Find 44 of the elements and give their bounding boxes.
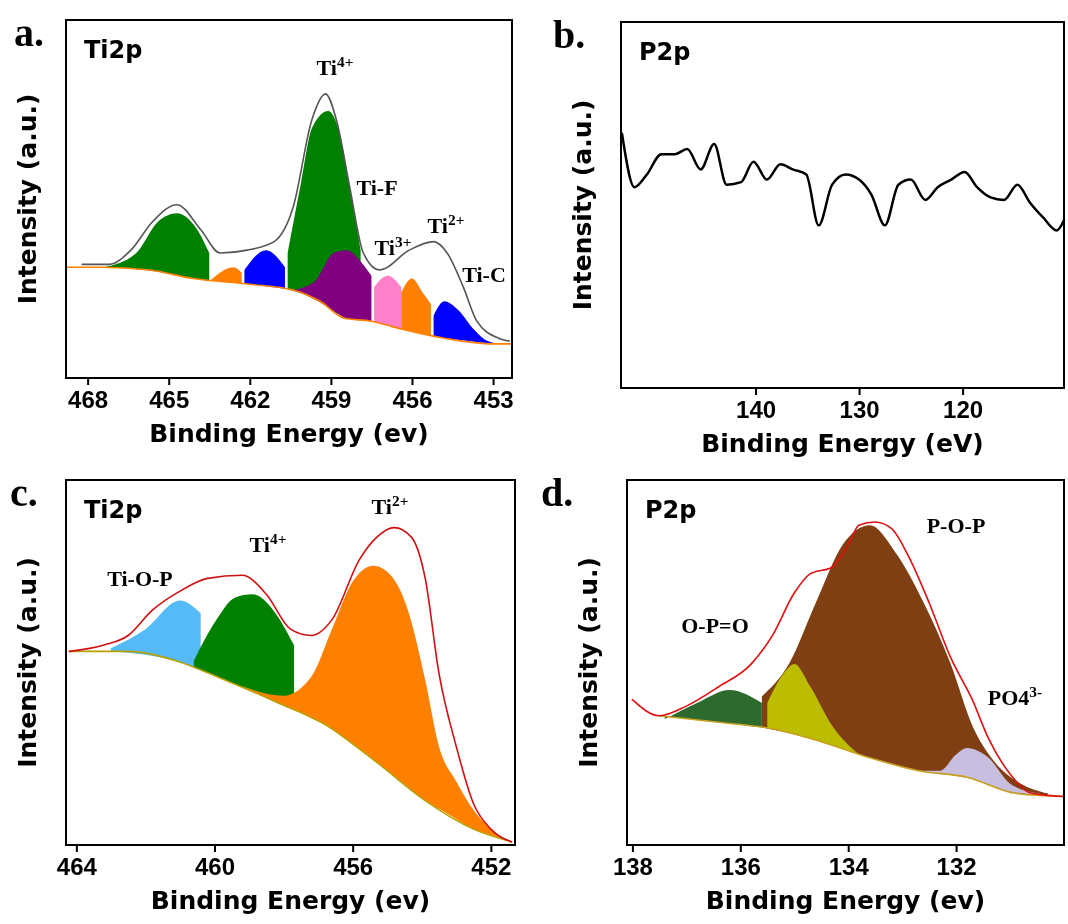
x-tick-label: 464: [56, 853, 98, 881]
annotation: Ti$^{4+}$: [249, 529, 287, 557]
x-tick-label: 460: [194, 853, 236, 881]
annotation: Ti$^{2+}$: [427, 210, 465, 238]
chart-subtitle: Ti2p: [84, 496, 143, 524]
chart-subtitle: Ti2p: [84, 36, 143, 64]
x-axis-title: Binding Energy (ev): [705, 886, 986, 915]
x-tick-label: 465: [149, 386, 190, 414]
chart-title: b.: [553, 12, 586, 57]
annotation: O-P=O: [681, 613, 749, 638]
x-axis-title: Binding Energy (ev): [149, 419, 429, 448]
x-axis-title: Binding Energy (ev): [150, 886, 431, 915]
x-tick-label: 452: [471, 853, 512, 881]
x-tick-label: 468: [68, 386, 109, 414]
annotation: Ti$^{3+}$: [374, 232, 412, 260]
x-tick-label: 459: [311, 386, 352, 414]
x-tick-label: 134: [828, 853, 870, 881]
annotation: Ti-C: [462, 262, 506, 287]
annotation: P-O-P: [926, 513, 986, 538]
x-tick-label: 136: [720, 853, 761, 881]
x-tick-label: 456: [392, 386, 433, 414]
chart-title: c.: [10, 470, 38, 515]
x-tick-label: 462: [230, 386, 271, 414]
x-tick-label: 132: [936, 853, 977, 881]
annotation: Ti-F: [356, 175, 398, 200]
chart-title: d.: [541, 470, 574, 515]
x-axis-title: Binding Energy (eV): [701, 429, 984, 458]
x-tick-label: 130: [839, 396, 880, 424]
y-axis-title: Intensity (a.u.): [574, 557, 603, 768]
chart-subtitle: P2p: [639, 38, 691, 66]
text: Ti$^{2+}$: [371, 491, 409, 519]
annotation: Ti-O-P: [107, 566, 173, 591]
x-tick-label: 138: [612, 853, 653, 881]
text: Ti$^{4+}$: [316, 52, 354, 80]
annotation: PO4$^{3-}$: [987, 682, 1043, 710]
y-axis-title: Intensity (a.u.): [568, 99, 597, 311]
y-axis-title: Intensity (a.u.): [13, 557, 42, 768]
y-axis-title: Intensity (a.u.): [13, 93, 42, 305]
chart-title: a.: [14, 10, 44, 55]
x-tick-label: 456: [333, 853, 374, 881]
x-tick-label: 140: [736, 396, 777, 424]
x-tick-label: 453: [473, 386, 514, 414]
x-tick-label: 120: [943, 396, 984, 424]
chart-subtitle: P2p: [645, 496, 697, 524]
